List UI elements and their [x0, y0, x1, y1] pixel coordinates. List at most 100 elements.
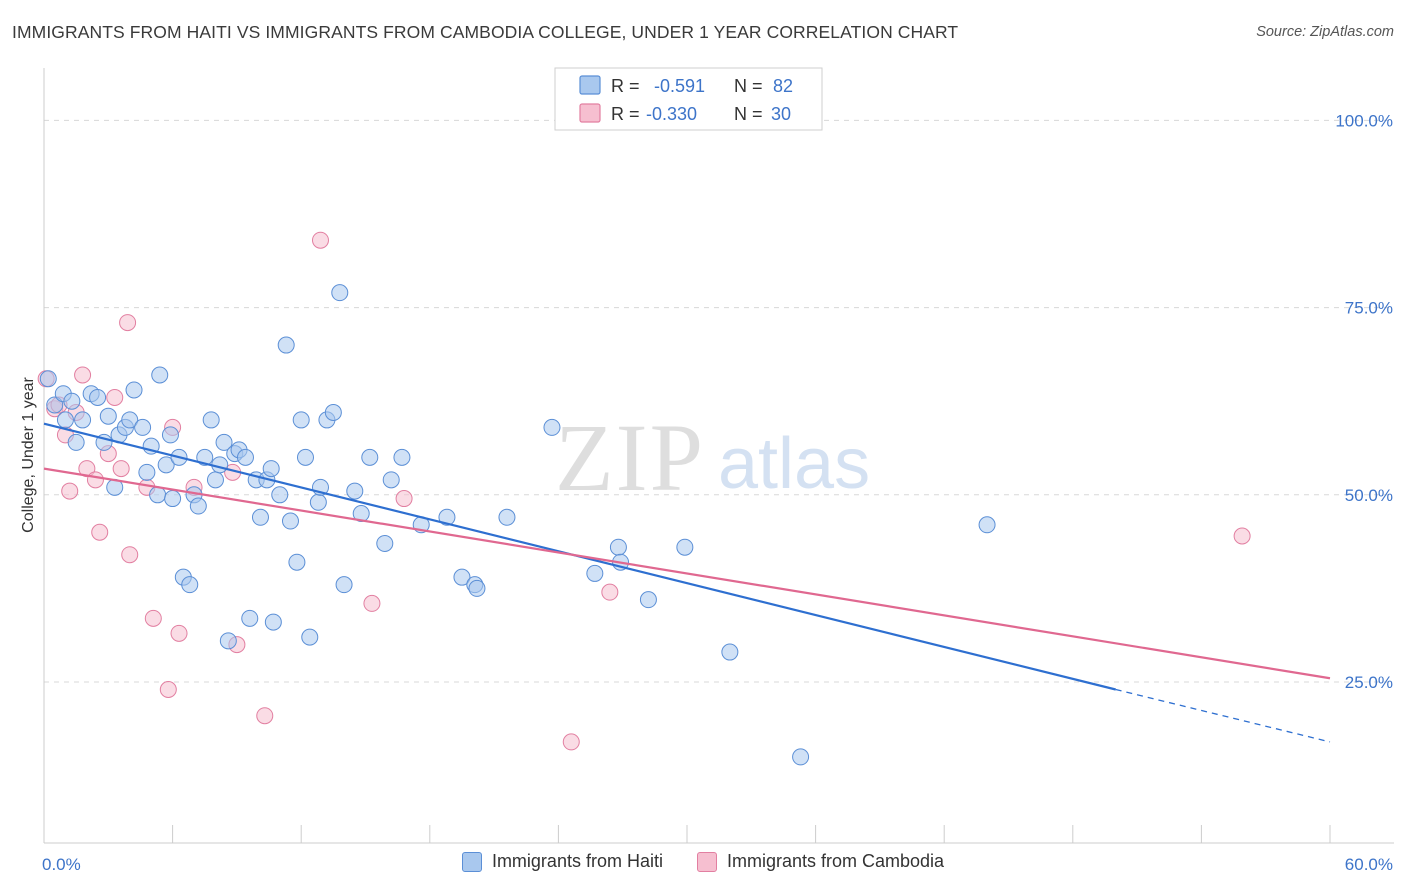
cambodia-r-value: -0.330: [646, 104, 697, 124]
haiti-point: [498, 508, 516, 526]
watermark-atlas: atlas: [718, 424, 870, 504]
legend-swatch-cambodia: [696, 851, 717, 872]
haiti-point: [99, 407, 117, 425]
haiti-point: [89, 388, 107, 406]
cambodia-point: [1233, 527, 1251, 545]
legend-item-cambodia[interactable]: Immigrants from Cambodia: [696, 851, 945, 872]
stats-legend: R = -0.591 N = 82 R = -0.330 N = 30: [554, 67, 823, 131]
haiti-point: [393, 448, 411, 466]
haiti-point: [219, 632, 237, 650]
haiti-point: [157, 456, 175, 474]
x-ticks: [43, 825, 1331, 843]
haiti-point: [288, 553, 306, 571]
x-tick-label-max: 60.0%: [1345, 855, 1393, 874]
haiti-point: [121, 411, 139, 429]
haiti-point: [296, 448, 314, 466]
cambodia-point: [363, 594, 381, 612]
haiti-point: [978, 516, 996, 534]
y-tick-label: 75.0%: [1345, 299, 1393, 318]
haiti-n-value: 82: [773, 76, 793, 96]
cambodia-r-label: R =: [611, 104, 640, 124]
cambodia-point: [601, 583, 619, 601]
haiti-point: [164, 490, 182, 508]
haiti-point: [301, 628, 319, 646]
haiti-point: [189, 497, 207, 515]
series-legend: Immigrants from Haiti Immigrants from Ca…: [0, 851, 1406, 872]
haiti-point: [468, 579, 486, 597]
haiti-point: [251, 508, 269, 526]
haiti-point: [721, 643, 739, 661]
cambodia-swatch: [579, 103, 601, 123]
cambodia-point: [121, 546, 139, 564]
haiti-point: [309, 493, 327, 511]
haiti-n-label: N =: [734, 76, 763, 96]
haiti-point: [262, 460, 280, 478]
haiti-point: [236, 448, 254, 466]
cambodia-point: [74, 366, 92, 384]
cambodia-point: [119, 314, 137, 332]
haiti-point: [39, 370, 57, 388]
y-axis-label: College, Under 1 year: [20, 377, 37, 533]
haiti-point: [196, 448, 214, 466]
haiti-point: [277, 336, 295, 354]
legend-label-cambodia: Immigrants from Cambodia: [726, 851, 945, 871]
haiti-point: [676, 538, 694, 556]
haiti-r-label: R =: [611, 76, 640, 96]
cambodia-point: [106, 388, 124, 406]
haiti-point: [151, 366, 169, 384]
haiti-point: [281, 512, 299, 530]
cambodia-point: [256, 707, 274, 725]
haiti-point: [352, 505, 370, 523]
cambodia-point: [91, 523, 109, 541]
cambodia-point: [112, 460, 130, 478]
haiti-point: [438, 508, 456, 526]
axes: [43, 68, 1394, 844]
cambodia-point: [61, 482, 79, 500]
cambodia-n-label: N =: [734, 104, 763, 124]
haiti-point: [382, 471, 400, 489]
legend-item-haiti[interactable]: Immigrants from Haiti: [461, 851, 663, 872]
haiti-point: [56, 411, 74, 429]
haiti-point: [609, 538, 627, 556]
cambodia-point: [311, 231, 329, 249]
y-tick-label: 100.0%: [1335, 111, 1393, 130]
trend-lines: [43, 422, 1331, 743]
haiti-point: [215, 433, 233, 451]
haiti-point: [331, 284, 349, 302]
haiti-point: [67, 433, 85, 451]
cambodia-n-value: 30: [771, 104, 791, 124]
cambodia-point: [159, 680, 177, 698]
haiti-r-value: -0.591: [654, 76, 705, 96]
haiti-point: [346, 482, 364, 500]
haiti-point: [202, 411, 220, 429]
cambodia-point: [562, 733, 580, 751]
haiti-point: [361, 448, 379, 466]
haiti-point: [324, 403, 342, 421]
source-credit: Source: ZipAtlas.com: [1256, 24, 1394, 40]
haiti-point: [125, 381, 143, 399]
x-tick-label-min: 0.0%: [42, 855, 81, 874]
y-tick-labels: 100.0% 75.0% 50.0% 25.0%: [1335, 111, 1393, 692]
haiti-point: [792, 748, 810, 766]
haiti-point: [543, 418, 561, 436]
haiti-point: [181, 576, 199, 594]
y-tick-label: 50.0%: [1345, 486, 1393, 505]
haiti-point: [134, 418, 152, 436]
cambodia-point: [170, 624, 188, 642]
haiti-point: [161, 426, 179, 444]
haiti-point: [335, 576, 353, 594]
chart-title: IMMIGRANTS FROM HAITI VS IMMIGRANTS FROM…: [12, 22, 959, 42]
haiti-point: [639, 591, 657, 609]
cambodia-point: [144, 609, 162, 627]
watermark-zip: ZIP: [555, 404, 705, 511]
haiti-point: [241, 609, 259, 627]
haiti-point: [46, 396, 64, 414]
legend-label-haiti: Immigrants from Haiti: [491, 851, 663, 871]
cambodia-trend-line: [43, 467, 1331, 680]
haiti-point: [292, 411, 310, 429]
watermark: ZIP atlas: [555, 404, 870, 511]
y-tick-label: 25.0%: [1345, 673, 1393, 692]
haiti-trend-line-extension: [1115, 688, 1331, 743]
legend-swatch-haiti: [461, 851, 482, 872]
